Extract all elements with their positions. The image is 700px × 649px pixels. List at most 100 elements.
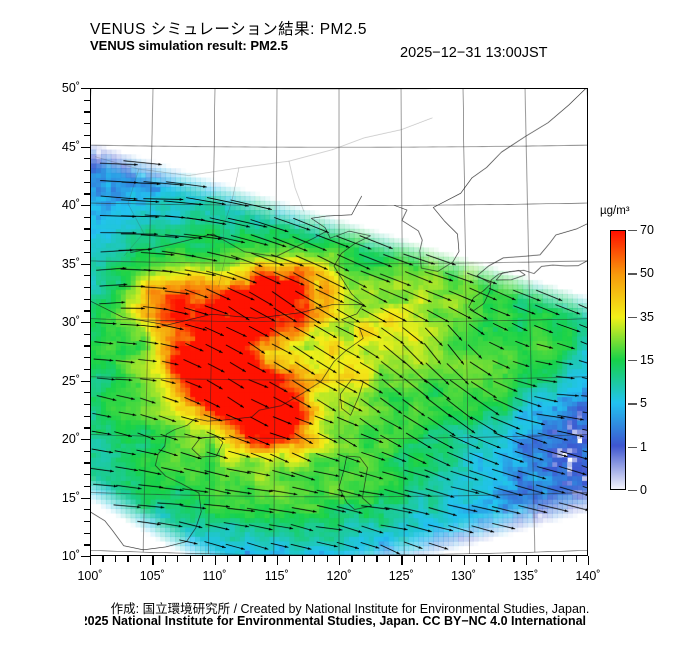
x-axis-tick [239,556,241,562]
footer-credit-line: 作成: 国立環境研究所 / Created by National Instit… [110,602,590,616]
y-axis-tick [84,415,90,417]
x-axis-tick [276,556,279,565]
y-axis-tick [84,403,90,406]
x-axis-tick [451,556,453,562]
x-axis-tick [525,556,528,565]
x-axis-tick [538,556,540,562]
colorbar [610,230,626,490]
colorbar-tick-label: 15 [640,353,654,367]
colorbar-tick [628,273,637,275]
x-axis-tick [214,556,216,565]
y-axis-tick [84,216,90,218]
colorbar-tick-label: 70 [640,223,654,237]
x-axis-tick [114,556,117,562]
y-axis-label: 15˚ [61,490,80,505]
y-axis-tick [84,485,90,488]
x-axis-label: 130˚ [450,569,477,583]
x-axis-tick [550,556,552,562]
colorbar-tick-label: 35 [640,309,654,324]
colorbar-tick [628,230,637,232]
colorbar-tick [628,316,637,318]
y-axis-tick [84,99,90,101]
colorbar-tick [628,403,637,405]
y-axis-tick [84,520,90,523]
x-axis-tick [189,556,191,562]
y-axis-tick [84,134,90,137]
y-axis-tick [81,439,90,441]
y-axis-tick [84,286,90,289]
x-axis-tick [226,556,229,562]
x-axis-tick [563,556,565,562]
x-axis-label: 120˚ [326,569,352,583]
colorbar-tick-label: 5 [640,396,647,411]
x-axis-tick [500,556,503,562]
x-axis-tick [401,556,403,565]
x-axis-tick [376,556,378,562]
x-axis-tick [488,556,490,562]
colorbar-tick-label: 0 [640,483,647,497]
x-axis-tick [363,556,366,562]
x-axis-label: 110˚ [202,569,227,583]
colorbar-units-label: µg/m³ [600,205,630,217]
x-axis-tick [289,556,291,562]
x-axis-tick [264,556,266,562]
page-title-japanese: VENUS シミュレーション結果: PM2.5 [90,21,367,38]
footer-license-clip: © 2025 National Institute for Environmen… [85,614,615,634]
y-axis-label: 35˚ [61,256,80,271]
x-axis-tick [152,556,154,565]
colorbar-gradient [611,231,625,489]
y-axis-label: 45˚ [61,139,80,154]
x-axis-tick [426,556,428,562]
y-axis-tick [84,450,90,452]
y-axis-tick [81,146,90,148]
x-axis-tick [413,556,415,562]
colorbar-tick [628,446,637,448]
x-axis-tick [202,556,204,562]
y-axis-tick [84,181,90,183]
x-axis-tick [102,556,104,562]
x-axis-label: 140˚ [575,569,601,583]
y-axis-tick [81,380,90,382]
x-axis-tick [314,556,316,562]
x-axis-tick [438,556,440,562]
x-axis-tick [139,556,142,562]
x-axis-label: 115˚ [264,569,289,583]
y-axis-tick [81,497,90,499]
x-axis-tick [463,556,465,565]
colorbar-tick-label: 1 [640,439,647,454]
y-axis-tick [84,310,90,312]
timestamp-label: 2025−12−31 13:00JST [400,45,548,61]
y-axis-tick [84,357,90,359]
y-axis-tick [84,368,90,371]
y-axis-tick [84,474,90,476]
y-axis-tick [84,544,90,546]
y-axis-label: 25˚ [61,373,80,388]
y-axis-tick [84,462,90,464]
y-axis-tick [84,532,90,534]
y-axis-tick [84,158,90,160]
x-axis-tick [588,556,590,565]
x-axis-tick [575,556,577,562]
map-plot-area [90,88,588,556]
y-axis-label: 30˚ [61,315,80,329]
y-axis-tick [84,275,90,277]
y-axis-tick [84,392,90,394]
y-axis-tick [84,228,90,230]
y-axis-tick [81,205,90,207]
y-axis-tick [84,169,90,172]
x-axis-tick [475,556,478,562]
x-axis-tick [339,556,341,565]
y-axis-tick [84,333,90,335]
x-axis-tick [90,556,92,565]
y-axis-tick [81,556,90,558]
y-axis-tick [84,123,90,125]
y-axis-tick [84,193,90,195]
y-axis-tick [84,240,90,242]
x-axis-tick [127,556,129,562]
y-axis-tick [81,322,90,324]
x-axis-tick [177,556,179,562]
page-title-english: VENUS simulation result: PM2.5 [90,38,288,53]
y-axis-tick [84,251,90,254]
x-axis-label: 125˚ [388,569,414,583]
x-axis-tick [251,556,254,562]
